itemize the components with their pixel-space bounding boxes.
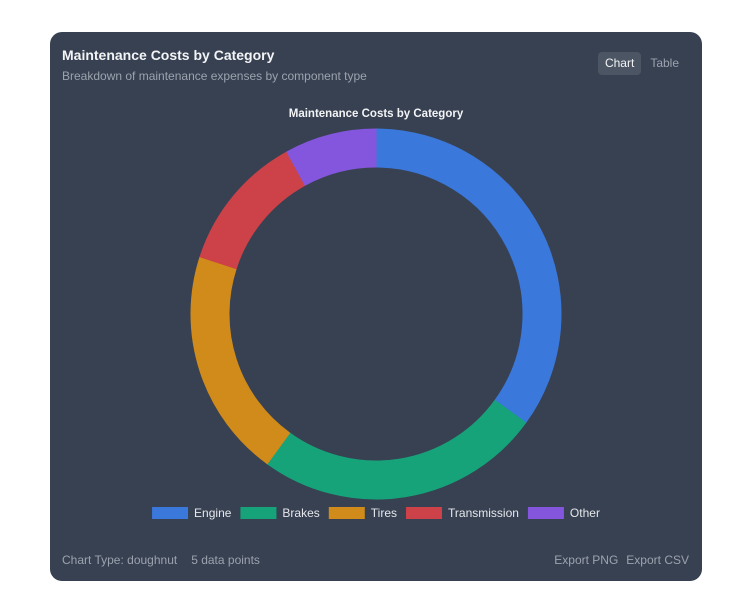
export-actions: Export PNG Export CSV (554, 553, 689, 567)
export-png-button[interactable]: Export PNG (554, 553, 619, 567)
doughnut-chart: Maintenance Costs by Category Engine Brak… (152, 108, 600, 520)
slice-transmission[interactable] (199, 151, 306, 270)
legend-item-transmission[interactable]: Transmission (406, 506, 519, 520)
data-points-label: 5 data points (191, 553, 260, 567)
table-view-button[interactable]: Table (643, 52, 686, 75)
card-subtitle: Breakdown of maintenance expenses by com… (62, 69, 367, 83)
card-title: Maintenance Costs by Category (62, 47, 275, 63)
legend-label: Brakes (282, 506, 319, 520)
legend-label: Other (570, 506, 600, 520)
chart-legend: Engine Brakes Tires Transmission Other (152, 506, 600, 520)
legend-item-tires[interactable]: Tires (328, 506, 397, 520)
legend-label: Transmission (448, 506, 519, 520)
legend-swatch (406, 507, 443, 519)
legend-label: Engine (194, 506, 232, 520)
export-csv-button[interactable]: Export CSV (626, 553, 689, 567)
legend-swatch (152, 507, 189, 519)
chart-card: Maintenance Costs by Category Breakdown … (50, 32, 702, 581)
slice-engine[interactable] (375, 128, 562, 424)
legend-item-engine[interactable]: Engine (152, 506, 232, 520)
legend-item-other[interactable]: Other (527, 506, 600, 520)
chart-meta: Chart Type: doughnut 5 data points (62, 553, 260, 567)
view-toggle: Chart Table (597, 52, 686, 75)
chart-title: Maintenance Costs by Category (289, 108, 464, 120)
legend-label: Tires (371, 506, 397, 520)
legend-item-brakes[interactable]: Brakes (240, 506, 320, 520)
legend-swatch (527, 507, 564, 519)
slice-other[interactable] (286, 128, 377, 186)
legend-swatch (328, 507, 365, 519)
slice-tires[interactable] (190, 256, 291, 465)
chart-type-label: Chart Type: doughnut (62, 553, 178, 567)
legend-swatch (240, 507, 277, 519)
chart-slices (190, 128, 562, 500)
slice-brakes[interactable] (266, 399, 527, 500)
chart-view-button[interactable]: Chart (597, 52, 642, 75)
